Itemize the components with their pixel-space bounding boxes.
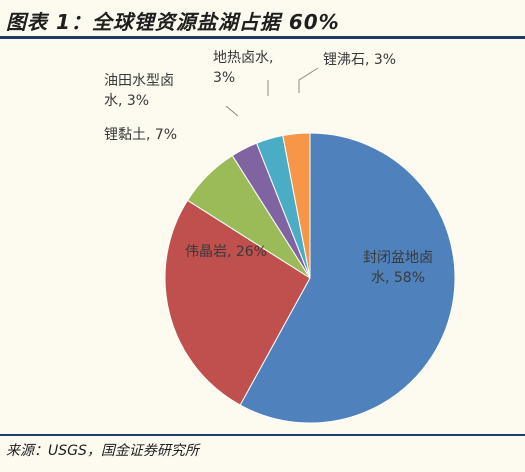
chart-title: 图表 1：全球锂资源盐湖占据 60% xyxy=(6,10,340,34)
source-note: 来源：USGS，国金证券研究所 xyxy=(6,443,199,459)
slice-label: 锂沸石, 3% xyxy=(323,52,396,68)
slice-label: 伟晶岩, 26% xyxy=(185,244,267,260)
slice-label: 地热卤水, 3% xyxy=(213,50,273,86)
pie-chart: 封闭盆地卤水, 58% 伟晶岩, 26% 锂黏土, 7% 油田水型卤水, 3% 地热卤水… xyxy=(104,50,456,424)
slice-label: 锂黏土, 7% xyxy=(104,127,177,143)
leader-line xyxy=(298,67,319,93)
leader-line xyxy=(225,105,239,117)
pie-slice xyxy=(164,199,311,406)
title-divider xyxy=(0,36,525,39)
pie-slice xyxy=(282,132,311,279)
slice-label: 封闭盆地卤水, 58% xyxy=(363,250,433,286)
slice-label: 油田水型卤水, 3% xyxy=(104,73,174,109)
pie-slice xyxy=(239,132,456,424)
footer-divider xyxy=(0,434,525,436)
